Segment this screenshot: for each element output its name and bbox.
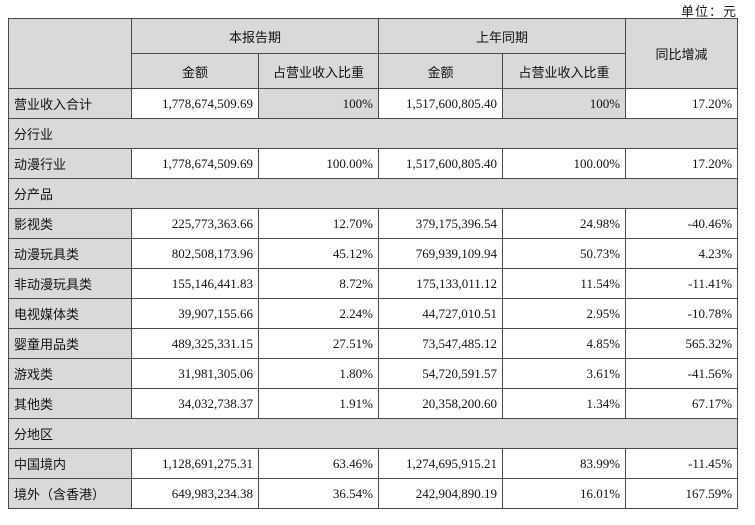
ratio-cell: 36.54% [257, 478, 380, 509]
row-label: 游戏类 [8, 358, 132, 389]
section-label: 分产品 [7, 178, 739, 209]
ratio-cell: 27.51% [257, 328, 380, 359]
amount-cell: 34,032,738.37 [131, 388, 259, 419]
ratio-cell: 100.00% [502, 148, 627, 179]
yoy-cell: -41.56% [625, 358, 739, 389]
table-row-animation-toys: 动漫玩具类 802,508,173.96 45.12% 769,939,109.… [8, 238, 739, 269]
unit-label: 单位：元 [680, 4, 737, 19]
table-row-animation-industry: 动漫行业 1,778,674,509.69 100.00% 1,517,600,… [8, 148, 739, 179]
row-label: 非动漫玩具类 [8, 268, 132, 299]
amount-cell: 225,773,363.66 [131, 208, 259, 239]
header-prior-amount: 金额 [378, 53, 504, 89]
amount-cell: 20,358,200.60 [378, 388, 504, 419]
header-current-period: 本报告期 [130, 18, 380, 54]
ratio-cell: 11.54% [502, 268, 627, 299]
header-prior-period: 上年同期 [378, 18, 627, 54]
ratio-cell: 2.95% [502, 298, 627, 329]
row-label: 其他类 [8, 388, 132, 419]
header-row-periods: 本报告期 上年同期 同比增减 [8, 18, 739, 89]
row-label: 境外（含香港） [8, 478, 132, 509]
ratio-cell: 100.00% [257, 148, 380, 179]
amount-cell: 1,778,674,509.69 [131, 88, 259, 119]
amount-cell: 31,981,305.06 [131, 358, 259, 389]
row-label: 中国境内 [8, 448, 132, 479]
ratio-cell: 50.73% [502, 238, 627, 269]
ratio-cell: 100% [502, 88, 627, 119]
ratio-cell: 2.24% [257, 298, 380, 329]
amount-cell: 39,907,155.66 [131, 298, 259, 329]
ratio-cell: 1.80% [257, 358, 380, 389]
amount-cell: 802,508,173.96 [131, 238, 259, 269]
header-current-amount: 金额 [131, 53, 259, 89]
row-label: 婴童用品类 [8, 328, 132, 359]
yoy-cell: 17.20% [625, 88, 739, 119]
table-header: 本报告期 上年同期 同比增减 金额 占营业收入比重 金额 占营业收入比重 [8, 18, 739, 89]
yoy-cell: -10.78% [625, 298, 739, 329]
ratio-cell: 83.99% [502, 448, 627, 479]
amount-cell: 769,939,109.94 [378, 238, 504, 269]
amount-cell: 1,517,600,805.40 [378, 148, 504, 179]
section-label: 分地区 [7, 418, 739, 449]
yoy-cell: 17.20% [625, 148, 739, 179]
ratio-cell: 100% [257, 88, 380, 119]
amount-cell: 44,727,010.51 [378, 298, 504, 329]
table-row-mainland-china: 中国境内 1,128,691,275.31 63.46% 1,274,695,9… [8, 448, 739, 479]
yoy-cell: 67.17% [625, 388, 739, 419]
table-row-baby-products: 婴童用品类 489,325,331.15 27.51% 73,547,485.1… [8, 328, 739, 359]
amount-cell: 242,904,890.19 [378, 478, 504, 509]
amount-cell: 379,175,396.54 [378, 208, 504, 239]
row-label: 营业收入合计 [8, 88, 132, 119]
section-row-by-region: 分地区 [7, 418, 739, 449]
yoy-cell: 4.23% [625, 238, 739, 269]
ratio-cell: 8.72% [257, 268, 380, 299]
ratio-cell: 45.12% [257, 238, 380, 269]
table-row-non-animation-toys: 非动漫玩具类 155,146,441.83 8.72% 175,133,011.… [8, 268, 739, 299]
yoy-cell: -40.46% [625, 208, 739, 239]
row-label: 电视媒体类 [8, 298, 132, 329]
table-row-games: 游戏类 31,981,305.06 1.80% 54,720,591.57 3.… [8, 358, 739, 389]
amount-cell: 1,128,691,275.31 [131, 448, 259, 479]
ratio-cell: 3.61% [502, 358, 627, 389]
table-row-total-revenue: 营业收入合计 1,778,674,509.69 100% 1,517,600,8… [8, 88, 739, 119]
table-row-tv-media: 电视媒体类 39,907,155.66 2.24% 44,727,010.51 … [8, 298, 739, 329]
section-row-by-product: 分产品 [7, 178, 739, 209]
yoy-cell: 167.59% [625, 478, 739, 509]
table-body: 营业收入合计 1,778,674,509.69 100% 1,517,600,8… [7, 88, 739, 509]
section-label: 分行业 [7, 118, 739, 149]
row-label: 动漫行业 [8, 148, 132, 179]
yoy-cell: -11.41% [625, 268, 739, 299]
header-empty-cell [8, 18, 132, 89]
ratio-cell: 4.85% [502, 328, 627, 359]
row-label: 影视类 [8, 208, 132, 239]
amount-cell: 155,146,441.83 [131, 268, 259, 299]
amount-cell: 649,983,234.38 [131, 478, 259, 509]
amount-cell: 175,133,011.12 [378, 268, 504, 299]
table-row-film-tv: 影视类 225,773,363.66 12.70% 379,175,396.54… [8, 208, 739, 239]
header-current-ratio: 占营业收入比重 [257, 53, 380, 89]
header-row-subcolumns: 金额 占营业收入比重 金额 占营业收入比重 [9, 53, 738, 89]
ratio-cell: 24.98% [502, 208, 627, 239]
table-row-others: 其他类 34,032,738.37 1.91% 20,358,200.60 1.… [8, 388, 739, 419]
ratio-cell: 63.46% [257, 448, 380, 479]
ratio-cell: 1.34% [502, 388, 627, 419]
revenue-breakdown-table: 本报告期 上年同期 同比增减 金额 占营业收入比重 金额 占营业收入比重 营业收… [7, 18, 739, 509]
yoy-cell: -11.45% [625, 448, 739, 479]
header-prior-ratio: 占营业收入比重 [502, 53, 627, 89]
amount-cell: 73,547,485.12 [378, 328, 504, 359]
ratio-cell: 1.91% [257, 388, 380, 419]
amount-cell: 1,517,600,805.40 [378, 88, 504, 119]
ratio-cell: 16.01% [502, 478, 627, 509]
section-row-by-industry: 分行业 [7, 118, 739, 149]
amount-cell: 489,325,331.15 [131, 328, 259, 359]
amount-cell: 54,720,591.57 [378, 358, 504, 389]
amount-cell: 1,778,674,509.69 [131, 148, 259, 179]
ratio-cell: 12.70% [257, 208, 380, 239]
yoy-cell: 565.32% [625, 328, 739, 359]
row-label: 动漫玩具类 [8, 238, 132, 269]
amount-cell: 1,274,695,915.21 [378, 448, 504, 479]
table-row-overseas: 境外（含香港） 649,983,234.38 36.54% 242,904,89… [8, 478, 739, 509]
header-yoy-change: 同比增减 [625, 18, 739, 89]
